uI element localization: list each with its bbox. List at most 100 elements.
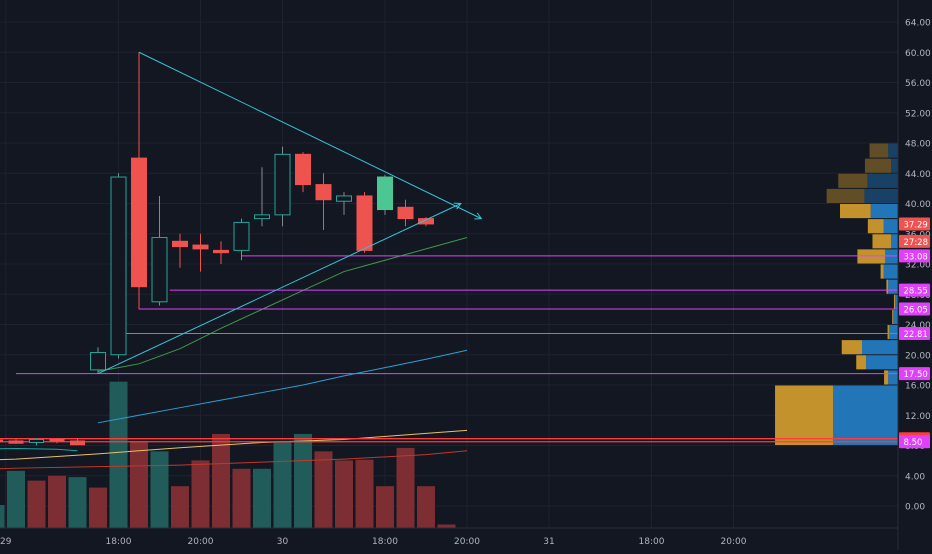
trend-lines[interactable] — [97, 51, 483, 375]
price-tick-label: 24.00 — [905, 321, 931, 331]
support-level-label-bg — [899, 283, 930, 297]
volume-profile-bar-up — [867, 173, 898, 188]
red-level-label: 8.50 — [904, 438, 923, 448]
candle-body[interactable] — [151, 237, 168, 303]
candle-body[interactable] — [356, 195, 373, 251]
volume-bar — [27, 480, 46, 528]
time-axis[interactable]: 20:002918:0020:003018:0020:003118:0020:0… — [0, 527, 898, 547]
candle-body[interactable] — [233, 221, 250, 251]
support-level-label: 22.81 — [904, 330, 928, 340]
support-level-label-bg — [899, 367, 930, 381]
price-tick-label: 48.00 — [905, 140, 931, 150]
price-axis[interactable]: 0.004.008.0012.0016.0020.0024.0028.0032.… — [897, 0, 931, 550]
volume-profile-bar-down — [841, 340, 863, 355]
candle-body[interactable] — [418, 218, 434, 225]
price-tick-label: 44.00 — [905, 170, 931, 180]
volume-profile-bar-down — [838, 173, 868, 188]
candle-body[interactable] — [377, 176, 393, 211]
candle-body[interactable] — [397, 206, 414, 220]
volume-profile-bar-up — [888, 279, 898, 294]
candle-body[interactable] — [336, 195, 352, 202]
volume-profile-bar-down — [864, 158, 892, 173]
volume-profile-bar-up — [888, 370, 898, 385]
moving-average-line — [0, 448, 78, 452]
volume-profile-bar-down — [775, 385, 834, 445]
volume-bar — [0, 505, 5, 528]
volume-bars — [0, 381, 456, 528]
candle-body[interactable] — [8, 440, 24, 444]
moving-average-line — [0, 450, 468, 470]
time-tick-label: 20:00 — [454, 537, 480, 547]
price-marker-label: 37.29 — [904, 220, 928, 230]
price-tick-label: 40.00 — [905, 200, 931, 210]
grid — [0, 0, 898, 528]
volume-bar — [7, 470, 25, 528]
candle-body[interactable] — [0, 439, 3, 443]
support-level-label-bg — [899, 326, 930, 340]
volume-profile-bar-up — [883, 264, 898, 279]
moving-averages — [0, 237, 468, 470]
volume-profile-bar-down — [880, 264, 884, 279]
candle-body[interactable] — [172, 240, 188, 248]
price-labels: 33.0828.5526.0522.8117.508.908.5037.2927… — [899, 217, 930, 449]
candles[interactable] — [0, 52, 434, 446]
candle-body[interactable] — [29, 438, 44, 443]
volume-bar — [376, 486, 394, 528]
candle-body[interactable] — [49, 438, 65, 442]
volume-bar — [335, 460, 353, 528]
support-level-label: 17.50 — [904, 370, 928, 380]
volume-profile-bar-down — [856, 355, 867, 370]
time-tick-label: 18:00 — [106, 537, 132, 547]
volume-bar — [253, 468, 271, 528]
volume-bar — [314, 451, 333, 528]
horizontal-levels[interactable] — [0, 255, 898, 443]
candle-body[interactable] — [70, 440, 85, 446]
volume-profile-bar-up — [889, 325, 898, 340]
volume-profile-bar-down — [892, 309, 894, 324]
volume-bar — [294, 433, 312, 528]
trend-line[interactable] — [138, 51, 482, 220]
volume-profile-bar-up — [866, 355, 898, 370]
volume-profile-bar-up — [895, 294, 898, 309]
candle-body[interactable] — [131, 157, 147, 288]
volume-profile-bar-up — [888, 143, 898, 158]
volume-profile-bar-up — [883, 219, 898, 234]
candle-body[interactable] — [90, 351, 106, 371]
time-tick-label: 18:00 — [639, 537, 665, 547]
volume-profile-bar-up — [893, 309, 898, 324]
moving-average-line — [97, 349, 468, 424]
moving-average-line — [97, 237, 468, 372]
support-level-label: 28.55 — [904, 287, 928, 297]
volume-profile-bar-down — [887, 325, 890, 340]
volume-bar — [68, 477, 87, 528]
support-level-label-bg — [899, 249, 930, 263]
time-tick-label: 20:00 — [188, 537, 214, 547]
volume-bar — [171, 486, 189, 528]
candle-body[interactable] — [213, 249, 229, 254]
volume-bar — [232, 468, 251, 528]
candle-body[interactable] — [254, 214, 270, 220]
volume-bar — [191, 460, 210, 528]
time-tick-label: 20:00 — [721, 537, 747, 547]
time-tick-label: 29 — [0, 537, 12, 547]
volume-bar — [417, 486, 435, 528]
volume-bar — [150, 451, 169, 528]
price-tick-label: 64.00 — [905, 19, 931, 29]
candle-body[interactable] — [192, 244, 209, 250]
volume-bar — [396, 447, 415, 528]
volume-profile-bar-up — [885, 249, 898, 264]
volume-bar — [212, 433, 230, 528]
candle-body[interactable] — [110, 176, 127, 356]
candle-body[interactable] — [315, 184, 332, 201]
candle-body[interactable] — [295, 153, 311, 186]
volume-bar — [48, 475, 66, 528]
trend-line[interactable] — [97, 203, 462, 375]
volume-profile-bar-down — [893, 294, 896, 309]
volume-profile-bar-up — [864, 188, 898, 203]
candle-body[interactable] — [274, 153, 291, 216]
volume-profile-bar-down — [884, 370, 889, 385]
price-tick-label: 12.00 — [905, 412, 931, 422]
trend-line-arrowhead — [474, 212, 483, 220]
